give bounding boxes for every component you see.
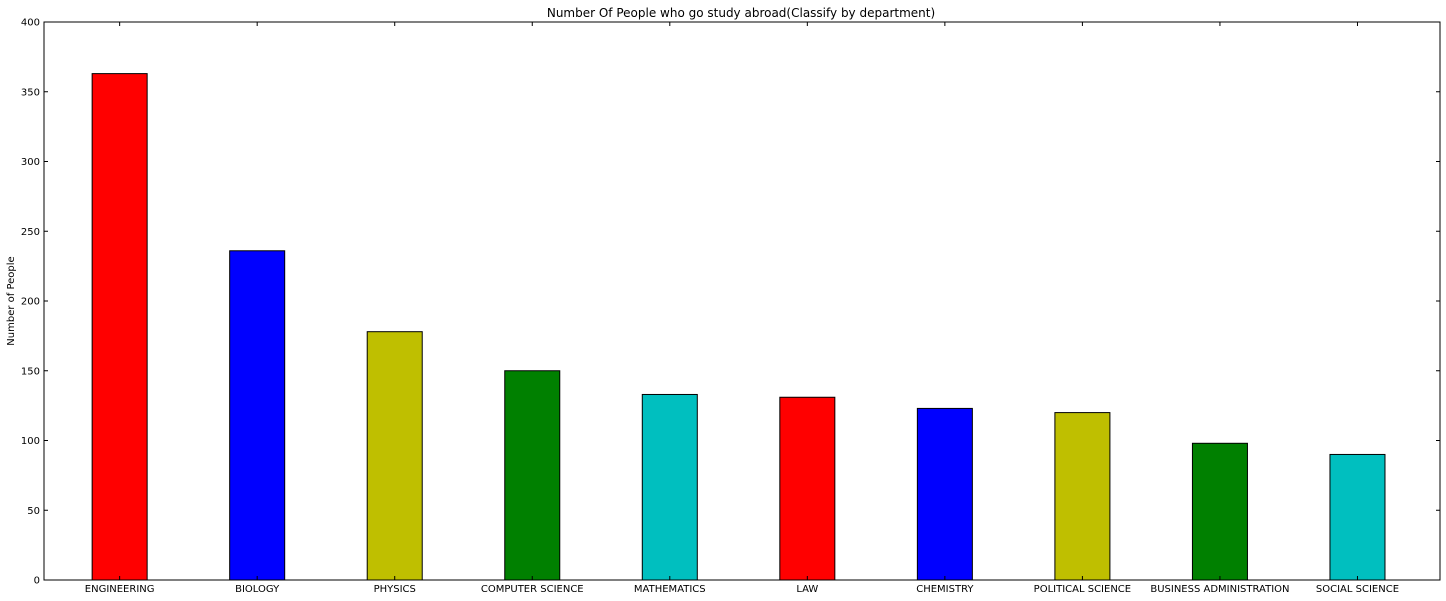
bar-computer-science bbox=[504, 370, 561, 581]
x-tick-label: LAW bbox=[796, 584, 818, 595]
y-tick-label: 150 bbox=[21, 366, 40, 377]
y-tick-label: 300 bbox=[21, 157, 40, 168]
y-tick-label: 400 bbox=[21, 18, 40, 29]
bar-mathematics bbox=[641, 393, 698, 581]
x-tick-label: SOCIAL SCIENCE bbox=[1316, 584, 1399, 595]
bar-political-science bbox=[1054, 412, 1111, 581]
y-tick-label: 250 bbox=[21, 227, 40, 238]
y-tick-label: 0 bbox=[34, 576, 40, 587]
bar-physics bbox=[366, 331, 423, 581]
bar-social-science bbox=[1329, 453, 1386, 581]
y-axis-label: Number of People bbox=[6, 256, 17, 345]
x-tick-label: COMPUTER SCIENCE bbox=[481, 584, 584, 595]
y-tick-label: 200 bbox=[21, 297, 40, 308]
x-tick-label: PHYSICS bbox=[374, 584, 416, 595]
x-tick-label: POLITICAL SCIENCE bbox=[1034, 584, 1131, 595]
y-tick-label: 100 bbox=[21, 436, 40, 447]
x-tick-label: BIOLOGY bbox=[235, 584, 280, 595]
x-tick-label: CHEMISTRY bbox=[916, 584, 974, 595]
bar-law bbox=[779, 396, 836, 581]
chart-title: Number Of People who go study abroad(Cla… bbox=[547, 6, 935, 20]
bar-business-administration bbox=[1191, 442, 1248, 581]
x-tick-label: ENGINEERING bbox=[85, 584, 155, 595]
bar-biology bbox=[229, 250, 286, 581]
plot-frame bbox=[43, 21, 1441, 581]
y-tick-label: 50 bbox=[27, 506, 40, 517]
x-tick-label: BUSINESS ADMINISTRATION bbox=[1150, 584, 1289, 595]
y-tick-label: 350 bbox=[21, 87, 40, 98]
bar-engineering bbox=[91, 73, 148, 581]
ticks-layer: ENGINEERING BIOLOGY PHYSICS COMPUTER SCIENC… bbox=[21, 18, 1440, 595]
bar-chemistry bbox=[916, 407, 973, 581]
bars-layer bbox=[91, 73, 1386, 581]
x-tick-label: MATHEMATICS bbox=[634, 584, 706, 595]
